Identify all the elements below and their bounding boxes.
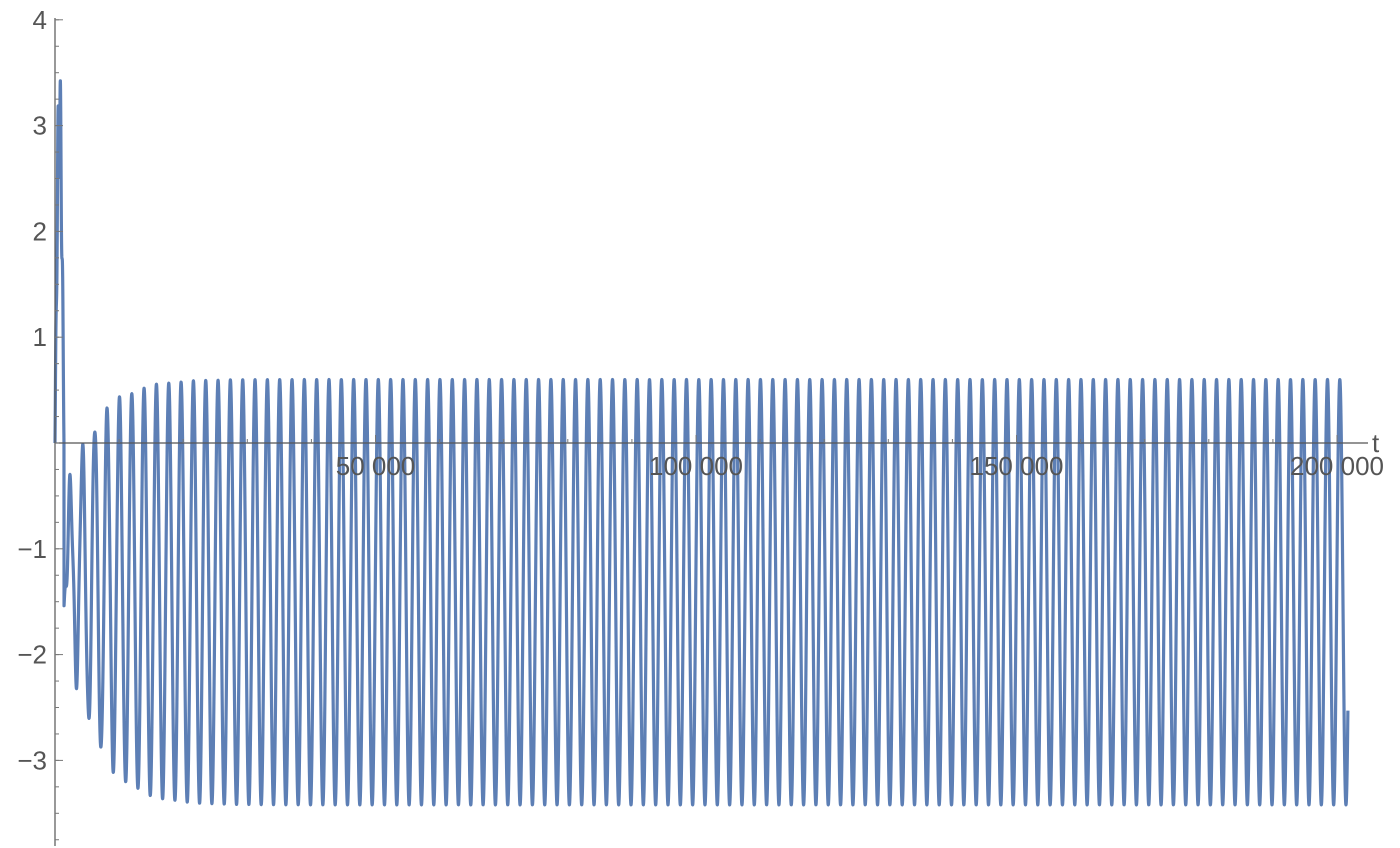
plot-area bbox=[53, 79, 1350, 807]
y-tick-label: 3 bbox=[33, 111, 47, 141]
y-tick-label: 1 bbox=[33, 322, 47, 352]
y-tick-label: 2 bbox=[33, 216, 47, 246]
y-ticks: −3 −2 −1 1 2 3 4 bbox=[17, 5, 63, 775]
x-tick-label: 200 000 bbox=[1290, 451, 1384, 481]
y-tick-label: 4 bbox=[33, 5, 47, 35]
x-minor-ticks bbox=[118, 439, 1274, 443]
y-tick-label: −2 bbox=[17, 640, 47, 670]
x-tick-label: 150 000 bbox=[970, 451, 1064, 481]
x-ticks: 50 000 100 000 150 000 200 000 bbox=[336, 435, 1384, 481]
x-tick-label: 100 000 bbox=[649, 451, 743, 481]
x-tick-label: 50 000 bbox=[336, 451, 416, 481]
series-line bbox=[53, 79, 1350, 807]
y-tick-label: −3 bbox=[17, 745, 47, 775]
x-axis-label: t bbox=[1372, 428, 1380, 458]
y-tick-label: −1 bbox=[17, 534, 47, 564]
